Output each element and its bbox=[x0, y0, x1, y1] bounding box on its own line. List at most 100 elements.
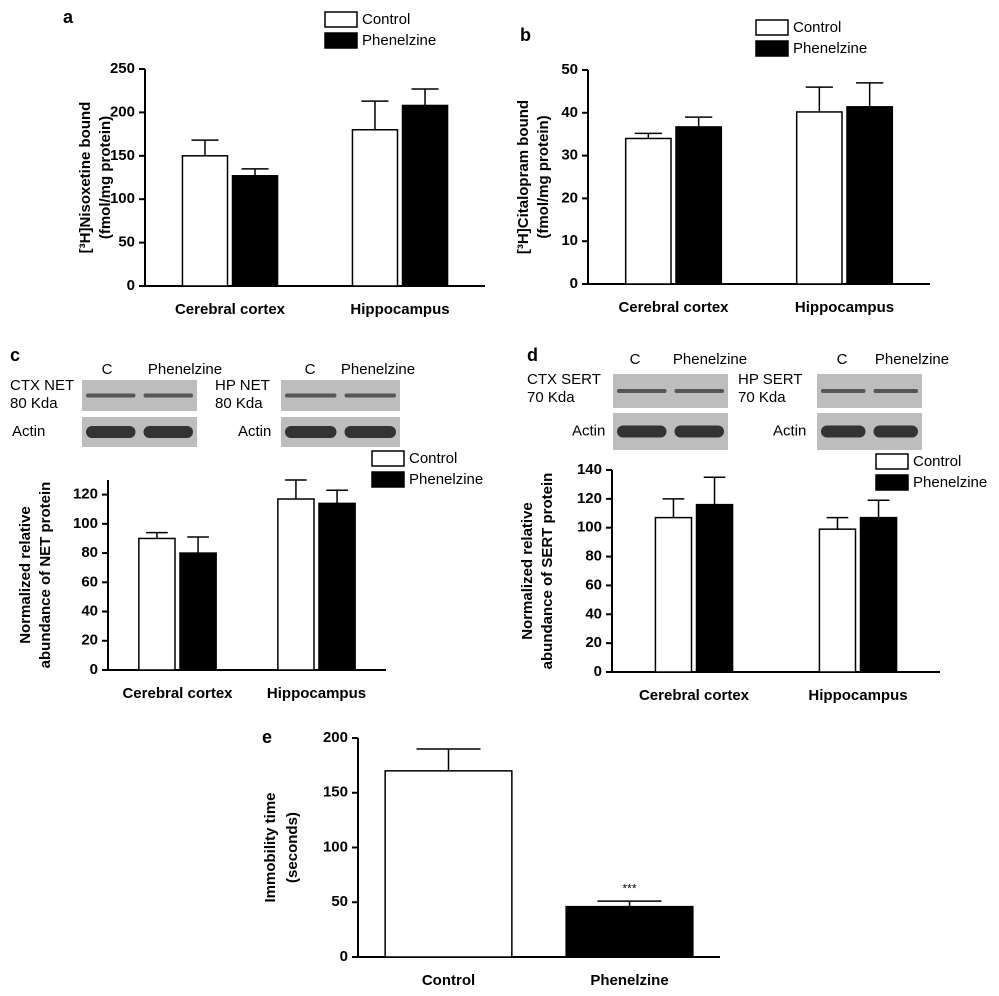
x-tick-label: Hippocampus bbox=[795, 299, 894, 316]
y-tick-label: 20 bbox=[81, 632, 98, 649]
blot-label: HP SERT bbox=[738, 371, 802, 388]
y-tick-label: 100 bbox=[73, 515, 98, 532]
y-tick-label: 80 bbox=[585, 548, 602, 565]
legend-label: Control bbox=[409, 450, 457, 467]
loading-label: Actin bbox=[12, 423, 45, 440]
lane-label: Phenelzine bbox=[875, 351, 949, 368]
lane-label: Phenelzine bbox=[341, 361, 415, 378]
y-tick-label: 0 bbox=[90, 661, 98, 678]
y-tick-label: 200 bbox=[323, 729, 348, 746]
lane-label: C bbox=[102, 361, 113, 378]
x-tick-label: Cerebral cortex bbox=[175, 301, 286, 318]
panel-letter: e bbox=[262, 727, 272, 747]
blot-band bbox=[344, 426, 396, 438]
bar bbox=[695, 503, 734, 673]
bar bbox=[818, 528, 857, 673]
bar bbox=[138, 537, 176, 671]
y-tick-label: 30 bbox=[561, 147, 578, 164]
y-tick-label: 50 bbox=[118, 234, 135, 251]
y-axis-label: Immobility time bbox=[262, 792, 279, 902]
x-tick-label: Cerebral cortex bbox=[122, 685, 233, 702]
blot-label: CTX SERT bbox=[527, 371, 601, 388]
y-axis-label: abundance of SERT protein bbox=[539, 473, 556, 670]
y-tick-label: 20 bbox=[585, 634, 602, 651]
blot-label: 80 Kda bbox=[10, 395, 58, 412]
legend-label: Control bbox=[793, 19, 841, 36]
panel-letter: a bbox=[63, 7, 74, 27]
bar bbox=[277, 498, 315, 671]
blot-band bbox=[873, 425, 918, 438]
y-tick-label: 0 bbox=[594, 663, 602, 680]
bar bbox=[401, 104, 449, 287]
blot-band bbox=[143, 426, 193, 438]
y-tick-label: 250 bbox=[110, 60, 135, 77]
blot-band bbox=[86, 393, 136, 398]
loading-label: Actin bbox=[238, 423, 271, 440]
panel-letter: c bbox=[10, 345, 20, 365]
y-axis-label: (fmol/mg protein) bbox=[535, 115, 552, 238]
blot-band bbox=[821, 389, 866, 393]
x-tick-label: Hippocampus bbox=[808, 687, 907, 704]
x-tick-label: Phenelzine bbox=[590, 972, 668, 989]
y-axis-label: (fmol/mg protein) bbox=[97, 116, 114, 239]
y-tick-label: 60 bbox=[585, 576, 602, 593]
y-tick-label: 100 bbox=[577, 519, 602, 536]
y-tick-label: 140 bbox=[577, 461, 602, 478]
bar bbox=[181, 155, 229, 287]
y-tick-label: 200 bbox=[110, 103, 135, 120]
legend-swatch bbox=[875, 474, 909, 491]
y-tick-label: 40 bbox=[81, 603, 98, 620]
legend-swatch bbox=[371, 471, 405, 488]
loading-label: Actin bbox=[773, 422, 806, 439]
y-tick-label: 50 bbox=[561, 61, 578, 78]
y-tick-label: 0 bbox=[127, 277, 135, 294]
y-tick-label: 150 bbox=[110, 147, 135, 164]
y-tick-label: 150 bbox=[323, 784, 348, 801]
blot-band bbox=[617, 425, 667, 438]
y-tick-label: 120 bbox=[577, 490, 602, 507]
legend-swatch bbox=[371, 450, 405, 467]
lane-label: C bbox=[305, 361, 316, 378]
blot-label: HP NET bbox=[215, 377, 270, 394]
blot-label: CTX NET bbox=[10, 377, 74, 394]
bar bbox=[624, 137, 672, 285]
bar bbox=[384, 770, 513, 958]
bar bbox=[351, 129, 399, 287]
lane-label: C bbox=[837, 351, 848, 368]
y-tick-label: 0 bbox=[570, 275, 578, 292]
y-axis-label: abundance of NET protein bbox=[37, 482, 54, 669]
blot-band bbox=[285, 393, 337, 398]
blot-label: 70 Kda bbox=[527, 389, 575, 406]
x-tick-label: Cerebral cortex bbox=[639, 687, 750, 704]
bar bbox=[318, 502, 356, 671]
y-tick-label: 100 bbox=[323, 838, 348, 855]
bar bbox=[795, 111, 843, 285]
y-tick-label: 20 bbox=[561, 189, 578, 206]
y-tick-label: 40 bbox=[561, 104, 578, 121]
legend-swatch bbox=[875, 453, 909, 470]
blot-band bbox=[86, 426, 136, 438]
panel-letter: d bbox=[527, 345, 538, 365]
x-tick-label: Cerebral cortex bbox=[618, 299, 729, 316]
blot-band bbox=[821, 425, 866, 438]
legend-swatch bbox=[755, 19, 789, 36]
y-tick-label: 10 bbox=[561, 232, 578, 249]
y-axis-label: Normalized relative bbox=[519, 502, 536, 640]
legend-swatch bbox=[324, 11, 358, 28]
blot-band bbox=[285, 426, 337, 438]
legend-label: Phenelzine bbox=[913, 474, 987, 491]
y-axis-label: [³H]Nisoxetine bound bbox=[77, 102, 94, 254]
bar bbox=[565, 905, 694, 958]
blot-band bbox=[143, 393, 193, 398]
y-tick-label: 50 bbox=[331, 893, 348, 910]
y-tick-label: 60 bbox=[81, 573, 98, 590]
bar bbox=[654, 516, 693, 673]
y-tick-label: 100 bbox=[110, 190, 135, 207]
legend-label: Control bbox=[913, 453, 961, 470]
lane-label: C bbox=[630, 351, 641, 368]
y-tick-label: 120 bbox=[73, 486, 98, 503]
y-tick-label: 80 bbox=[81, 544, 98, 561]
y-tick-label: 40 bbox=[585, 605, 602, 622]
legend-swatch bbox=[755, 40, 789, 57]
